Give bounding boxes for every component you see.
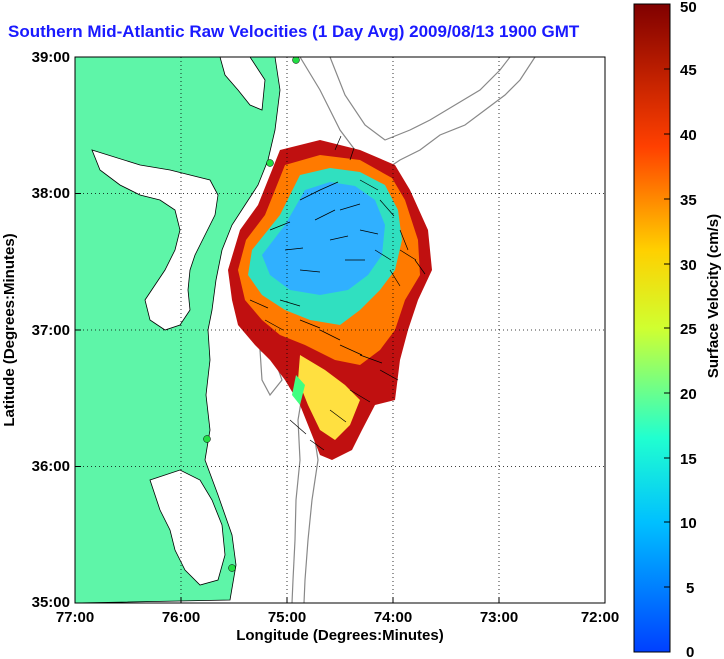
colorbar-ticks: [664, 68, 670, 588]
tick-marks: [74, 56, 606, 603]
y-axis-label: Latitude (Degrees:Minutes): [1, 233, 18, 426]
y-tick-label: 39:00: [32, 49, 70, 66]
radar-stations: [203, 57, 300, 572]
radar-station: [228, 564, 236, 572]
velocity-vectors: [249, 135, 426, 451]
map-title: Southern Mid-Atlantic Raw Velocities (1 …: [8, 22, 580, 41]
radar-station: [266, 159, 274, 167]
x-tick-label: 74:00: [374, 609, 412, 626]
colorbar-tick-label: 25: [680, 321, 697, 338]
colorbar-tick-label: 50: [680, 0, 697, 16]
colorbar-tick-labels: 50 45 40 35 30 25 20 15 10 5 0: [680, 0, 697, 659]
x-axis-label: Longitude (Degrees:Minutes): [236, 627, 444, 644]
colorbar-tick-label: 10: [680, 515, 697, 532]
radar-station: [292, 57, 300, 64]
pamlico-sound: [149, 469, 226, 586]
colorbar-tick-label: 0: [686, 644, 694, 659]
land-mass: [75, 57, 281, 603]
radar-station: [203, 435, 211, 443]
colorbar-tick-label: 15: [680, 451, 697, 468]
x-tick-label: 73:00: [480, 609, 518, 626]
delaware-bay: [219, 57, 266, 111]
colorbar-tick-label: 30: [680, 257, 697, 274]
colorbar-tick-label: 20: [680, 386, 697, 403]
y-tick-label: 37:00: [32, 322, 70, 339]
colorbar-tick-label: 40: [680, 127, 697, 144]
x-tick-label: 75:00: [268, 609, 306, 626]
y-tick-labels: 39:00 38:00 37:00 36:00 35:00: [32, 49, 70, 611]
colorbar-label: Surface Velocity (cm/s): [705, 214, 722, 378]
colorbar-tick-label: 35: [680, 192, 697, 209]
grid-lines: [75, 57, 605, 603]
x-tick-label: 72:00: [581, 609, 619, 626]
velocity-field: [228, 140, 432, 460]
y-tick-label: 36:00: [32, 458, 70, 475]
x-tick-labels: 77:00 76:00 75:00 74:00 73:00 72:00: [56, 609, 619, 626]
colorbar-tick-label: 45: [680, 62, 697, 79]
colorbar-tick-label: 5: [686, 580, 694, 597]
x-tick-label: 77:00: [56, 609, 94, 626]
y-tick-label: 38:00: [32, 185, 70, 202]
x-tick-label: 76:00: [162, 609, 200, 626]
chesapeake-bay: [91, 149, 219, 331]
y-tick-label: 35:00: [32, 594, 70, 611]
